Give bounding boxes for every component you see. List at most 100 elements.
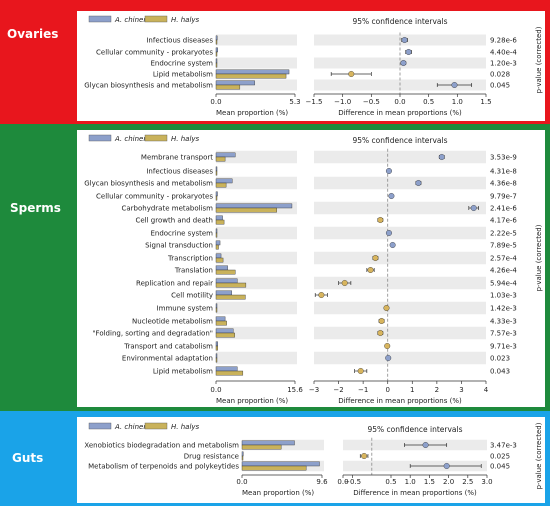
sperms-bar-a <box>215 152 236 158</box>
sperms-bar-b <box>215 207 277 213</box>
guts-diff-tick-label: 0.0 <box>337 478 348 486</box>
sperms-bar-b <box>215 182 227 188</box>
sperms-diff-point <box>318 292 325 299</box>
guts-diff-tick-label: 1.5 <box>424 478 435 486</box>
sperms-pvalue: 4.36e-8 <box>490 180 517 188</box>
guts-pvalue: 0.045 <box>490 463 510 471</box>
sperms-bar-b <box>215 345 218 351</box>
sperms-pvalue: 4.17e-6 <box>490 217 517 225</box>
ovaries-bar-a <box>215 80 255 86</box>
guts-bar-b <box>241 455 244 461</box>
ovaries-legend-label-b: H. halys <box>171 16 200 24</box>
sperms-category-label: Carbohydrate metabolism <box>122 205 214 213</box>
sperms-bar-b <box>215 269 236 275</box>
sperms-bar-a <box>215 353 218 359</box>
sperms-pvalue: 5.94e-4 <box>490 280 517 288</box>
sperms-bar-a <box>215 341 218 347</box>
sperms-bar-b <box>215 156 226 162</box>
sperms-diff-tick-label: 3 <box>459 386 463 394</box>
sperms-category-label: Membrane transport <box>141 154 213 162</box>
ovaries-bar-b <box>215 51 218 57</box>
ovaries-bar-b <box>215 62 218 68</box>
guts-panel-white-area <box>77 417 545 503</box>
ovaries-category-label: Cellular community - prokaryotes <box>96 49 213 57</box>
sperms-bar-b <box>215 307 218 313</box>
sperms-pvalue: 7.57e-3 <box>490 330 517 338</box>
sperms-mean-axis-label: Mean proportion (%) <box>216 397 288 405</box>
ovaries-pvalue-axis-label: p-value (corrected) <box>535 26 543 93</box>
sperms-bar-a <box>215 265 228 271</box>
sperms-bar-b <box>215 282 247 288</box>
sperms-pvalue: 9.71e-3 <box>490 343 517 351</box>
guts-bar-b <box>241 444 282 450</box>
ovaries-diff-point <box>451 81 458 88</box>
sperms-diff-point <box>470 204 477 211</box>
guts-bar-a <box>241 461 320 467</box>
sperms-row-band-diff <box>314 176 486 190</box>
ovaries-pvalue: 1.20e-3 <box>490 60 517 68</box>
guts-diff-tick-label: 1.0 <box>405 478 416 486</box>
ovaries-category-label: Lipid metabolism <box>153 71 213 79</box>
sperms-row-band-mean <box>216 251 297 265</box>
ovaries-diff-point <box>400 60 407 67</box>
sperms-diff-point <box>385 167 392 174</box>
ovaries-pvalue: 9.28e-6 <box>490 37 517 45</box>
sperms-bar-a <box>215 166 218 172</box>
sperms-bar-a <box>215 178 233 184</box>
guts-bar-a <box>241 451 244 457</box>
guts-bar-a <box>241 440 295 446</box>
sperms-bar-b <box>215 257 224 263</box>
sperms-category-label: Immune system <box>157 305 214 313</box>
sperms-row-band-mean <box>216 326 297 340</box>
sperms-pvalue: 2.41e-6 <box>490 205 517 213</box>
sperms-row-band-diff <box>314 150 486 164</box>
sperms-panel-label: Sperms <box>10 201 61 215</box>
ovaries-diff-point <box>401 37 408 44</box>
ovaries-diff-tick-label: 1.5 <box>480 98 491 106</box>
sperms-diff-point <box>388 192 395 199</box>
guts-panel-label: Guts <box>12 451 43 465</box>
sperms-pvalue: 0.043 <box>490 368 510 376</box>
sperms-bar-b <box>215 320 227 326</box>
sperms-bar-b <box>215 195 218 201</box>
guts-diff-tick-label: 0.5 <box>385 478 396 486</box>
sperms-row-band-mean <box>216 301 297 315</box>
ovaries-diff-tick-label: 1.0 <box>452 98 463 106</box>
ovaries-pvalue: 4.40e-4 <box>490 49 517 57</box>
sperms-bar-b <box>215 219 225 225</box>
sperms-pvalue: 2.22e-5 <box>490 230 517 238</box>
sperms-diff-point <box>384 343 391 350</box>
sperms-pvalue: 0.023 <box>490 355 510 363</box>
sperms-diff-point <box>341 280 348 287</box>
ovaries-bar-b <box>215 39 218 45</box>
guts-category-label: Xenobiotics biodegradation and metabolis… <box>84 442 239 450</box>
guts-diff-tick-label: 2.0 <box>443 478 454 486</box>
ovaries-row-band-mean <box>216 57 297 69</box>
ovaries-bar-b <box>215 73 287 79</box>
sperms-diff-point <box>389 241 396 248</box>
guts-mean-tick-label: 0.0 <box>236 478 247 486</box>
ovaries-category-label: Endocrine system <box>150 60 213 68</box>
ovaries-diff-tick-label: −1.0 <box>334 98 351 106</box>
ovaries-diff-tick-label: −1.5 <box>306 98 323 106</box>
ovaries-pvalue: 0.028 <box>490 71 510 79</box>
ovaries-row-band-mean <box>216 34 297 46</box>
sperms-diff-tick-label: 0 <box>385 386 389 394</box>
ovaries-legend-swatch-b <box>144 15 168 23</box>
sperms-row-band-diff <box>314 301 486 315</box>
sperms-legend-label-a: A. chinensis <box>114 135 157 143</box>
guts-diff-axis-label: Difference in mean proportions (%) <box>353 489 477 497</box>
sperms-ci-title: 95% confidence intervals <box>353 136 448 145</box>
sperms-pvalue: 4.26e-4 <box>490 267 517 275</box>
guts-diff-tick-label: −0.5 <box>344 478 361 486</box>
sperms-pvalue: 1.42e-3 <box>490 305 517 313</box>
sperms-diff-point <box>372 254 379 261</box>
sperms-bar-a <box>215 215 223 221</box>
sperms-diff-tick-label: −2 <box>333 386 343 394</box>
ovaries-diff-axis-label: Difference in mean proportions (%) <box>338 109 462 117</box>
sperms-diff-tick-label: 4 <box>484 386 489 394</box>
guts-category-label: Metabolism of terpenoids and polykeytide… <box>88 463 239 471</box>
guts-diff-point <box>422 442 429 449</box>
sperms-category-label: Translation <box>174 267 213 275</box>
sperms-category-label: Cell growth and death <box>135 217 213 225</box>
